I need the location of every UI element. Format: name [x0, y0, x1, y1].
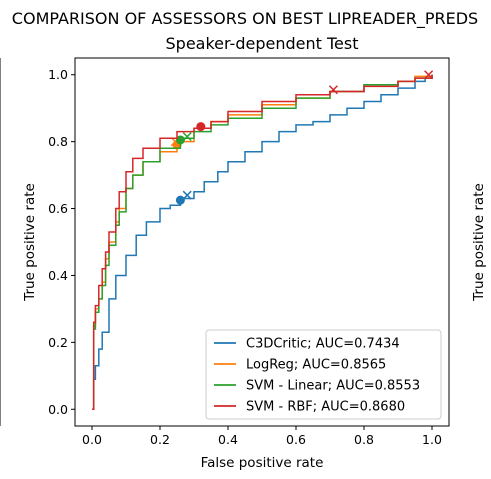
threshold-x-marker — [182, 132, 192, 142]
legend-label: LogReg; AUC=0.8565 — [246, 358, 386, 373]
y-tick-label: 0.8 — [48, 134, 68, 149]
y-tick-label: 0.2 — [48, 335, 68, 350]
threshold-x-marker — [328, 85, 338, 95]
right-panel-y-axis-label: True positive rate — [471, 183, 487, 302]
chart-title: Speaker-dependent Test — [166, 34, 359, 53]
legend-label: SVM - RBF; AUC=0.8680 — [246, 400, 405, 415]
legend-label: SVM - Linear; AUC=0.8553 — [246, 379, 420, 394]
x-tick-label: 0.8 — [354, 432, 374, 447]
x-tick-label: 1.0 — [422, 432, 442, 447]
x-tick-label: 0.6 — [286, 432, 306, 447]
series-line-4 — [92, 74, 433, 411]
y-tick-label: 1.0 — [48, 67, 68, 82]
threshold-dot-marker — [175, 135, 185, 145]
series-line-1 — [92, 74, 433, 411]
threshold-dot-marker — [196, 122, 206, 132]
figure-suptitle: COMPARISON OF ASSESSORS ON BEST LIPREADE… — [12, 9, 478, 29]
threshold-dot-marker — [175, 195, 185, 205]
x-tick-label: 0.0 — [82, 432, 102, 447]
threshold-x-marker — [424, 70, 434, 80]
axes-frame — [74, 57, 450, 427]
x-tick-label: 0.4 — [218, 432, 238, 447]
x-axis-label: False positive rate — [201, 455, 324, 471]
y-tick-label: 0.4 — [48, 268, 68, 283]
threshold-x-marker — [182, 190, 192, 200]
legend-label: C3DCritic; AUC=0.7434 — [246, 337, 400, 352]
legend-box — [205, 329, 442, 420]
x-tick-label: 0.2 — [150, 432, 170, 447]
legend: C3DCritic; AUC=0.7434 LogReg; AUC=0.8565 S… — [205, 329, 442, 420]
y-tick-label: 0.6 — [48, 201, 68, 216]
plot-area: 0.0 0.2 0.4 0.6 0.8 1.0 0.0 0.2 0.4 0.6 0.8 1.0 — [48, 57, 450, 447]
y-tick-label: 0.0 — [48, 402, 68, 417]
y-axis-label: True positive rate — [22, 183, 38, 302]
